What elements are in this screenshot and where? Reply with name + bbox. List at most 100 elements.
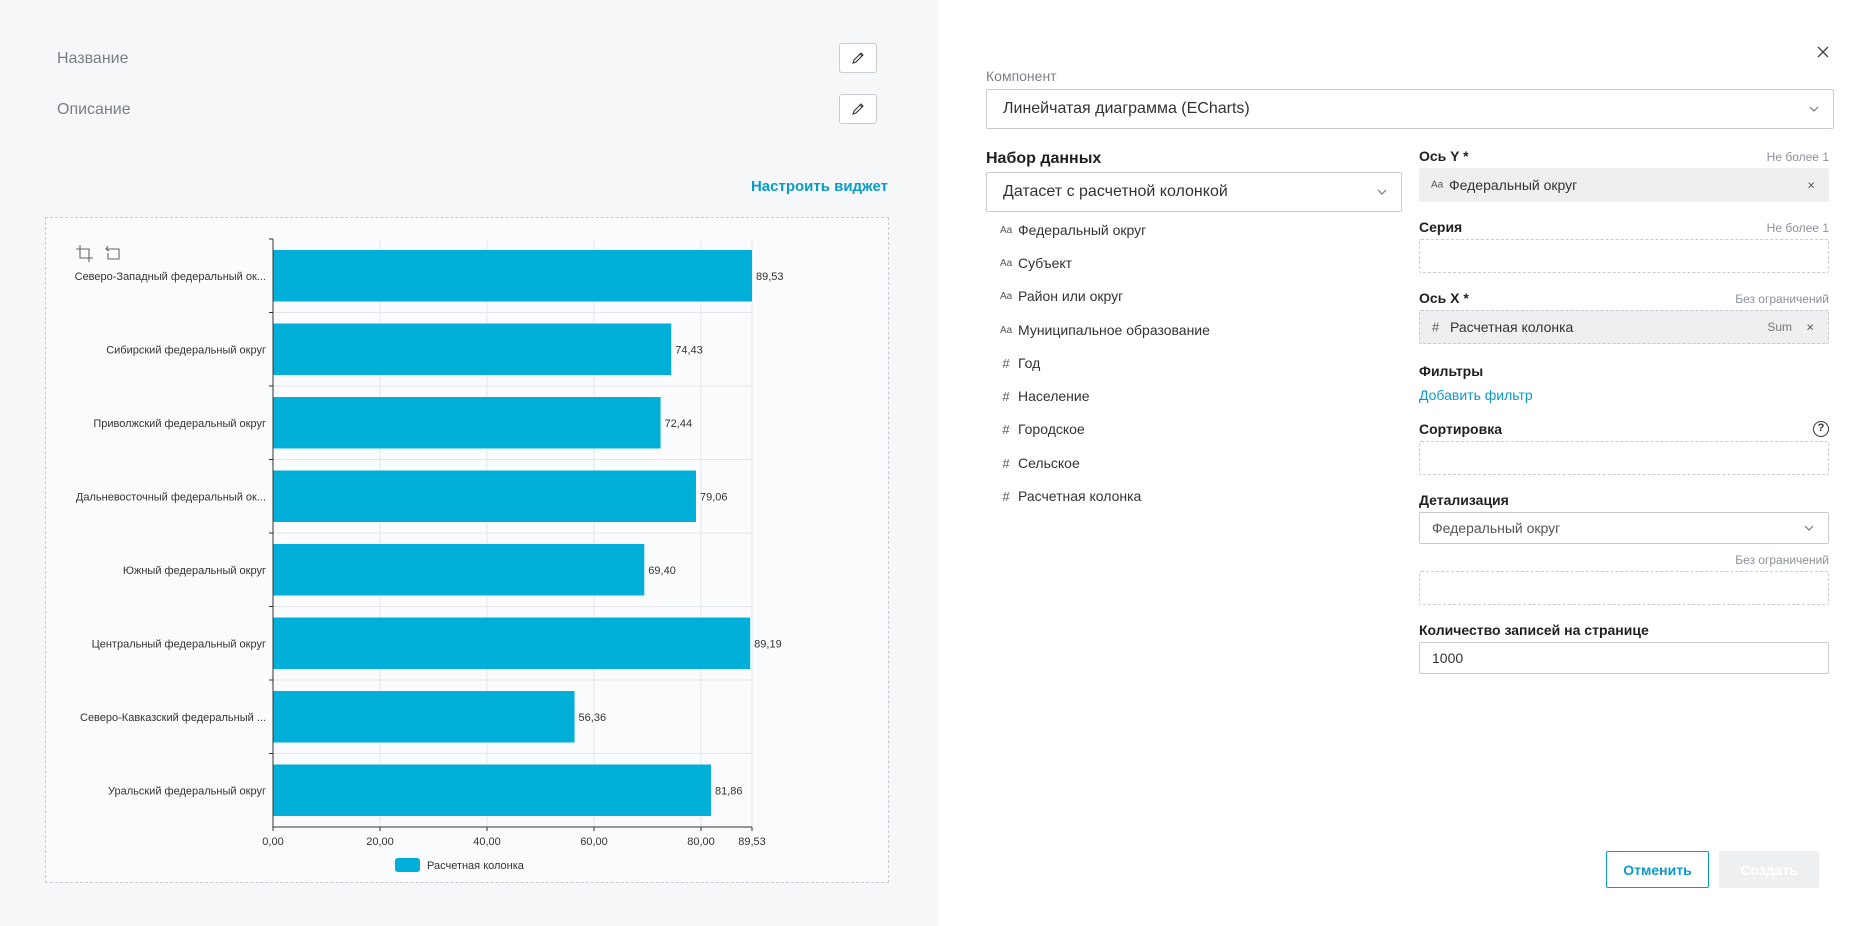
cancel-button[interactable]: Отменить (1606, 851, 1709, 888)
edit-description-button[interactable] (839, 94, 877, 124)
zoom-tools[interactable] (76, 245, 120, 262)
x-axis-title: Ось X * (1419, 290, 1469, 306)
zoom-area-icon[interactable] (76, 245, 93, 262)
edit-name-button[interactable] (839, 43, 877, 73)
category-label: Северо-Западный федеральный ок... (75, 271, 266, 283)
number-type-icon: # (1002, 455, 1010, 471)
category-label: Сибирский федеральный округ (106, 344, 266, 356)
description-label: Описание (57, 101, 131, 118)
widget-settings-panel: Компонент Линейчатая диаграмма (ECharts)… (938, 0, 1869, 926)
y-axis-field-chip[interactable]: Aa Федеральный округ × (1419, 168, 1829, 202)
bar[interactable] (273, 323, 672, 375)
page-size-input[interactable] (1419, 642, 1829, 674)
dataset-column-item[interactable]: # Год (1000, 353, 1040, 373)
category-label: Северо-Кавказский федеральный ... (80, 712, 266, 724)
category-label: Южный федеральный округ (123, 565, 266, 577)
create-button: Создать (1719, 851, 1819, 888)
text-type-icon: Aa (1000, 324, 1013, 336)
dataset-column-name: Район или округ (1018, 288, 1124, 304)
dataset-column-name: Сельское (1018, 455, 1080, 471)
sorting-title: Сортировка (1419, 421, 1502, 437)
dataset-column-item[interactable]: # Сельское (1000, 453, 1080, 473)
filters-title: Фильтры (1419, 363, 1484, 379)
dataset-column-item[interactable]: Aa Федеральный округ (1000, 220, 1146, 240)
bar-value-label: 89,53 (756, 271, 784, 283)
remove-icon[interactable]: × (1807, 177, 1815, 193)
bar[interactable] (273, 470, 696, 522)
text-type-icon: Aa (1000, 257, 1013, 269)
dataset-column-item[interactable]: # Население (1000, 386, 1089, 406)
number-type-icon: # (1432, 319, 1440, 335)
x-tick-label: 0,00 (262, 836, 283, 848)
series-hint: Не более 1 (1766, 221, 1829, 235)
x-axis-field-chip[interactable]: # Расчетная колонка Sum × (1419, 310, 1829, 344)
settings-column: Ось Y * Не более 1 Aa Федеральный округ … (1419, 148, 1829, 708)
x-tick-label: 60,00 (580, 836, 608, 848)
legend-label[interactable]: Расчетная колонка (427, 860, 525, 872)
name-label: Название (57, 50, 129, 67)
pencil-icon (852, 52, 864, 64)
bar[interactable] (273, 617, 751, 669)
bar-value-label: 89,19 (754, 638, 782, 650)
component-select[interactable]: Линейчатая диаграмма (ECharts) (986, 89, 1834, 129)
sorting-dropzone[interactable] (1419, 441, 1829, 475)
bar[interactable] (273, 250, 752, 302)
close-icon[interactable] (1815, 44, 1831, 60)
help-icon[interactable]: ? (1813, 421, 1829, 437)
dataset-select[interactable]: Датасет с расчетной колонкой (986, 172, 1402, 212)
remove-icon[interactable]: × (1806, 319, 1814, 335)
x-tick-label: 80,00 (687, 836, 715, 848)
zoom-reset-icon[interactable] (105, 245, 120, 260)
category-label: Приволжский федеральный округ (93, 418, 266, 430)
text-type-icon: Aa (1000, 224, 1013, 236)
bar[interactable] (273, 397, 661, 449)
chevron-down-icon (1809, 106, 1819, 112)
detail-select[interactable]: Федеральный округ (1419, 512, 1829, 544)
detail-dropzone[interactable] (1419, 571, 1829, 605)
category-label: Уральский федеральный округ (108, 785, 266, 797)
number-type-icon: # (1002, 488, 1010, 504)
dataset-column-item[interactable]: Aa Субъект (1000, 253, 1072, 273)
dataset-column-item[interactable]: # Городское (1000, 419, 1085, 439)
bar-chart: 89,53 Северо-Западный федеральный ок... 74… (75, 238, 784, 872)
configure-widget-link[interactable]: Настроить виджет (750, 178, 888, 195)
component-select-value: Линейчатая диаграмма (ECharts) (1003, 100, 1250, 117)
x-tick-label: 40,00 (473, 836, 501, 848)
bar-value-label: 81,86 (715, 785, 743, 797)
dataset-column-item[interactable]: Aa Район или округ (1000, 286, 1123, 306)
chevron-down-icon (1804, 525, 1814, 531)
number-type-icon: # (1002, 421, 1010, 437)
dataset-column-name: Муниципальное образование (1018, 322, 1210, 338)
bar[interactable] (273, 691, 575, 743)
dataset-column-name: Городское (1018, 421, 1085, 437)
bar[interactable] (273, 544, 645, 596)
bar-value-label: 56,36 (579, 712, 607, 724)
page-size-title: Количество записей на странице (1419, 622, 1649, 638)
detail-hint: Без ограничений (1735, 553, 1829, 567)
dataset-column-name: Год (1018, 355, 1041, 371)
add-filter-link[interactable]: Добавить фильтр (1419, 387, 1533, 403)
dataset-select-value: Датасет с расчетной колонкой (1003, 183, 1228, 200)
aggregation-label[interactable]: Sum (1767, 320, 1792, 334)
category-label: Дальневосточный федеральный ок... (76, 491, 266, 503)
dataset-title: Набор данных (986, 150, 1102, 167)
x-axis-field-name: Расчетная колонка (1450, 319, 1574, 335)
legend-swatch[interactable] (395, 858, 420, 872)
number-type-icon: # (1002, 355, 1010, 371)
name-row: Название (57, 43, 877, 75)
bar-value-label: 69,40 (648, 565, 676, 577)
dataset-column-item[interactable]: Aa Муниципальное образование (1000, 320, 1210, 340)
bar[interactable] (273, 764, 711, 816)
y-axis-field-name: Федеральный округ (1449, 177, 1578, 193)
dataset-column-name: Субъект (1018, 255, 1073, 271)
dataset-column-name: Федеральный округ (1018, 222, 1147, 238)
widget-preview-pane: Название Описание Настроить виджет 89,53… (45, 43, 889, 883)
bar-value-label: 74,43 (675, 344, 703, 356)
detail-title: Детализация (1419, 492, 1509, 508)
bar-value-label: 79,06 (700, 491, 728, 503)
series-dropzone[interactable] (1419, 239, 1829, 273)
description-row: Описание (57, 94, 877, 126)
dataset-column-item[interactable]: # Расчетная колонка (1000, 486, 1141, 506)
bar-value-label: 72,44 (665, 418, 693, 430)
y-axis-hint: Не более 1 (1766, 150, 1829, 164)
